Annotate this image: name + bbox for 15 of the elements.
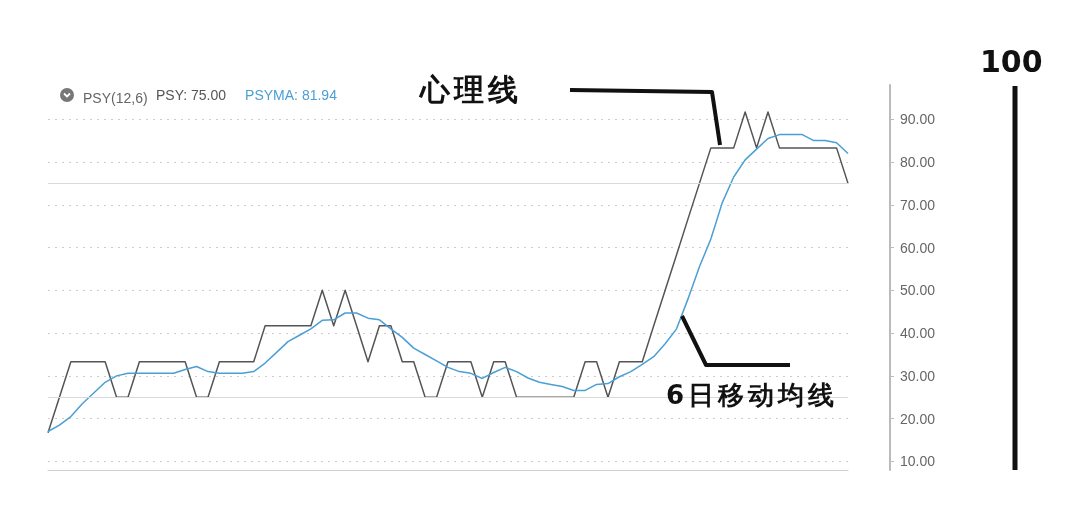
- y-tick-label: 40.00: [900, 325, 936, 342]
- text: 100: [980, 44, 1043, 79]
- text: PSYMA: 81.94: [245, 87, 338, 103]
- y-tick-label: 30.00: [900, 367, 936, 384]
- annotation: 心理线: [420, 71, 522, 109]
- y-tick-label: 60.00: [900, 239, 936, 256]
- y-tick-label: 50.00: [900, 282, 936, 299]
- y-tick-label: 20.00: [900, 410, 936, 427]
- chart-title: PSY(12,6): [83, 90, 148, 106]
- annotation: 6日移动均线: [666, 379, 839, 412]
- y-tick-label: 90.00: [900, 111, 936, 128]
- y-tick-label: 80.00: [900, 154, 936, 170]
- text: PSY: 75.00: [156, 87, 227, 103]
- y-tick-label: 70.00: [900, 196, 936, 213]
- y-tick-label: 10.00: [900, 453, 936, 470]
